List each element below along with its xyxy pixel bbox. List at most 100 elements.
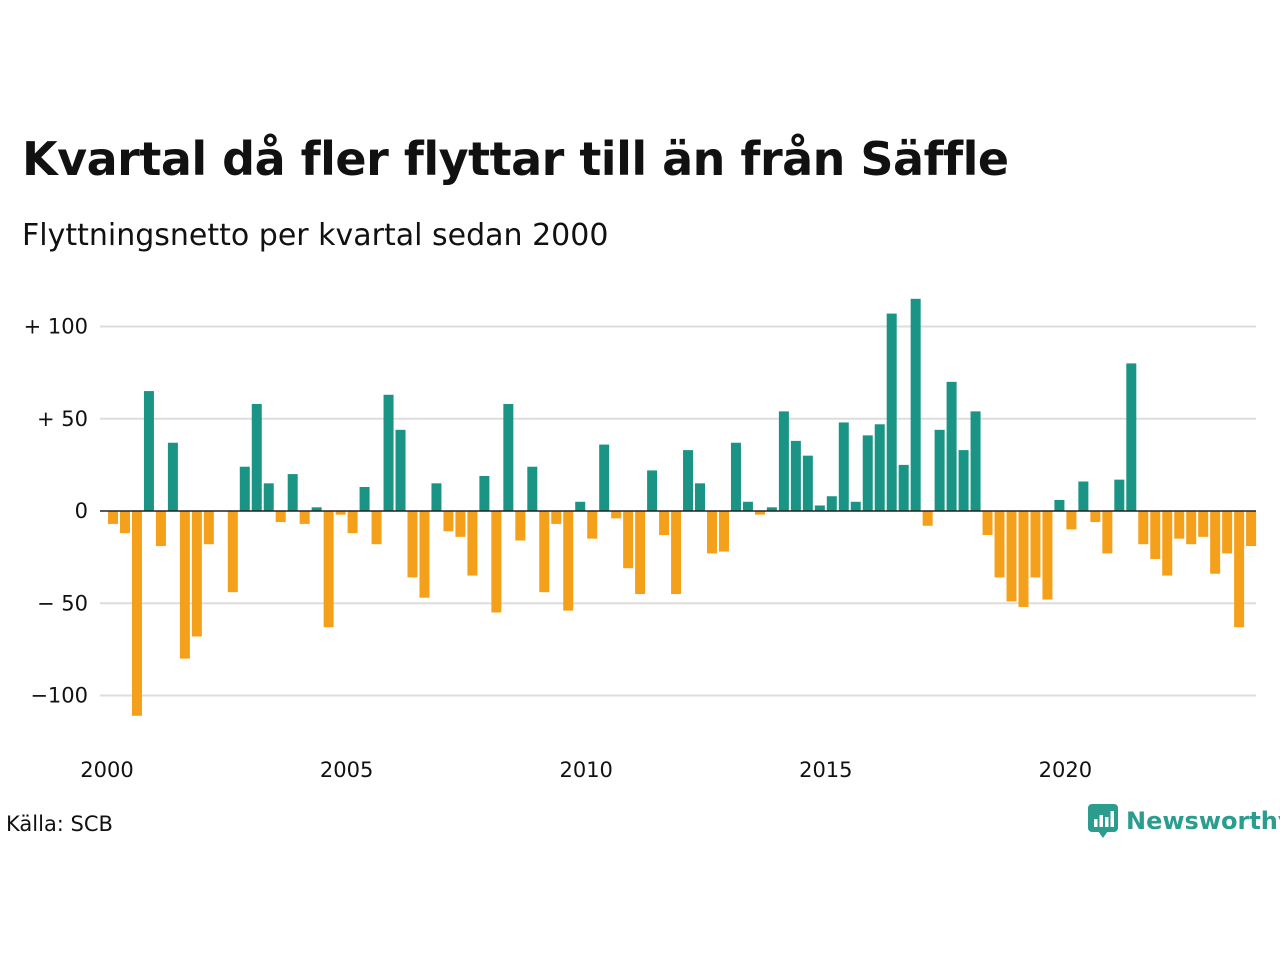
bar (167, 442, 178, 512)
bar (754, 511, 765, 515)
bar (958, 450, 969, 511)
bar (742, 501, 753, 511)
x-tick-label: 2015 (799, 758, 852, 782)
bar (1054, 499, 1065, 511)
bar (671, 511, 682, 595)
y-tick-label: + 100 (24, 315, 88, 339)
bar (1042, 511, 1053, 600)
bar (647, 470, 658, 511)
bar (1150, 511, 1161, 559)
bar (599, 444, 610, 511)
x-axis: 2000 2005 2010 2015 2020 (80, 758, 1092, 782)
bar (467, 511, 478, 576)
bar (994, 511, 1005, 578)
bar (515, 511, 526, 541)
bar-chart-logo-icon (1088, 804, 1118, 838)
bar (1006, 511, 1017, 602)
chart-subtitle: Flyttningsnetto per kvartal sedan 2000 (22, 218, 609, 253)
bar (443, 511, 454, 532)
bar (287, 474, 298, 511)
bar (155, 511, 166, 547)
bar (395, 429, 406, 511)
bar (527, 466, 538, 511)
x-tick-label: 2000 (80, 758, 133, 782)
bar (946, 381, 957, 511)
bar (1066, 511, 1077, 530)
bar (862, 435, 873, 511)
gridlines (100, 325, 1256, 697)
x-tick-label: 2005 (320, 758, 373, 782)
bar (826, 496, 837, 511)
bar (838, 422, 849, 511)
brand-name: Newsworthy (1126, 807, 1280, 835)
bar (131, 511, 142, 716)
bar (659, 511, 670, 535)
bar (1018, 511, 1029, 607)
bar (623, 511, 634, 569)
bar (874, 424, 885, 511)
bar (383, 394, 394, 511)
bar (1210, 511, 1221, 574)
bar (251, 403, 262, 511)
x-tick-label: 2020 (1039, 758, 1092, 782)
bar (563, 511, 574, 611)
bar (1030, 511, 1041, 578)
bar (802, 455, 813, 511)
bar (898, 464, 909, 512)
bar (982, 511, 993, 535)
bar (431, 483, 442, 511)
bar (1102, 511, 1113, 554)
bar (335, 511, 346, 515)
bar (1090, 511, 1101, 523)
bar (179, 511, 190, 659)
brand-logo: Newsworthy (1088, 804, 1280, 838)
bar (323, 511, 334, 628)
bar (311, 507, 322, 511)
bar (766, 507, 777, 511)
bar (1126, 363, 1137, 511)
bar (778, 411, 789, 511)
bar (886, 313, 897, 511)
bar (1234, 511, 1245, 628)
bar (934, 429, 945, 511)
bar (419, 511, 430, 598)
bar (730, 442, 741, 512)
bar (718, 511, 729, 552)
bar (683, 450, 694, 511)
bar (970, 411, 981, 511)
bar (1198, 511, 1209, 537)
x-tick-label: 2010 (559, 758, 612, 782)
bar (191, 511, 202, 637)
bars (108, 298, 1257, 716)
bar (551, 511, 562, 524)
bar (1246, 511, 1257, 547)
y-tick-label: + 50 (37, 407, 88, 431)
bar (1174, 511, 1185, 539)
bar (910, 298, 921, 511)
bar (203, 511, 214, 545)
bar-chart: + 100 + 50 0 − 50 −100 2000 2005 2010 2015 2020 (24, 298, 1257, 782)
y-axis: + 100 + 50 0 − 50 −100 (24, 315, 88, 708)
bar (299, 511, 310, 524)
bar (108, 511, 118, 524)
bar (790, 440, 801, 511)
bar (1222, 511, 1233, 554)
bar (1162, 511, 1173, 576)
bar (695, 483, 706, 511)
bar (1186, 511, 1197, 545)
bar (850, 501, 861, 511)
bar (1078, 481, 1089, 511)
bar (455, 511, 466, 537)
bar (539, 511, 550, 593)
bar (371, 511, 382, 545)
y-tick-label: 0 (75, 499, 88, 523)
bar (479, 475, 490, 511)
bar (263, 483, 274, 511)
bar (503, 403, 514, 511)
bar (814, 505, 825, 512)
bar (359, 487, 370, 511)
bar (1114, 479, 1125, 511)
bar (575, 501, 586, 511)
source-note: Källa: SCB (6, 812, 113, 836)
bar (407, 511, 418, 578)
